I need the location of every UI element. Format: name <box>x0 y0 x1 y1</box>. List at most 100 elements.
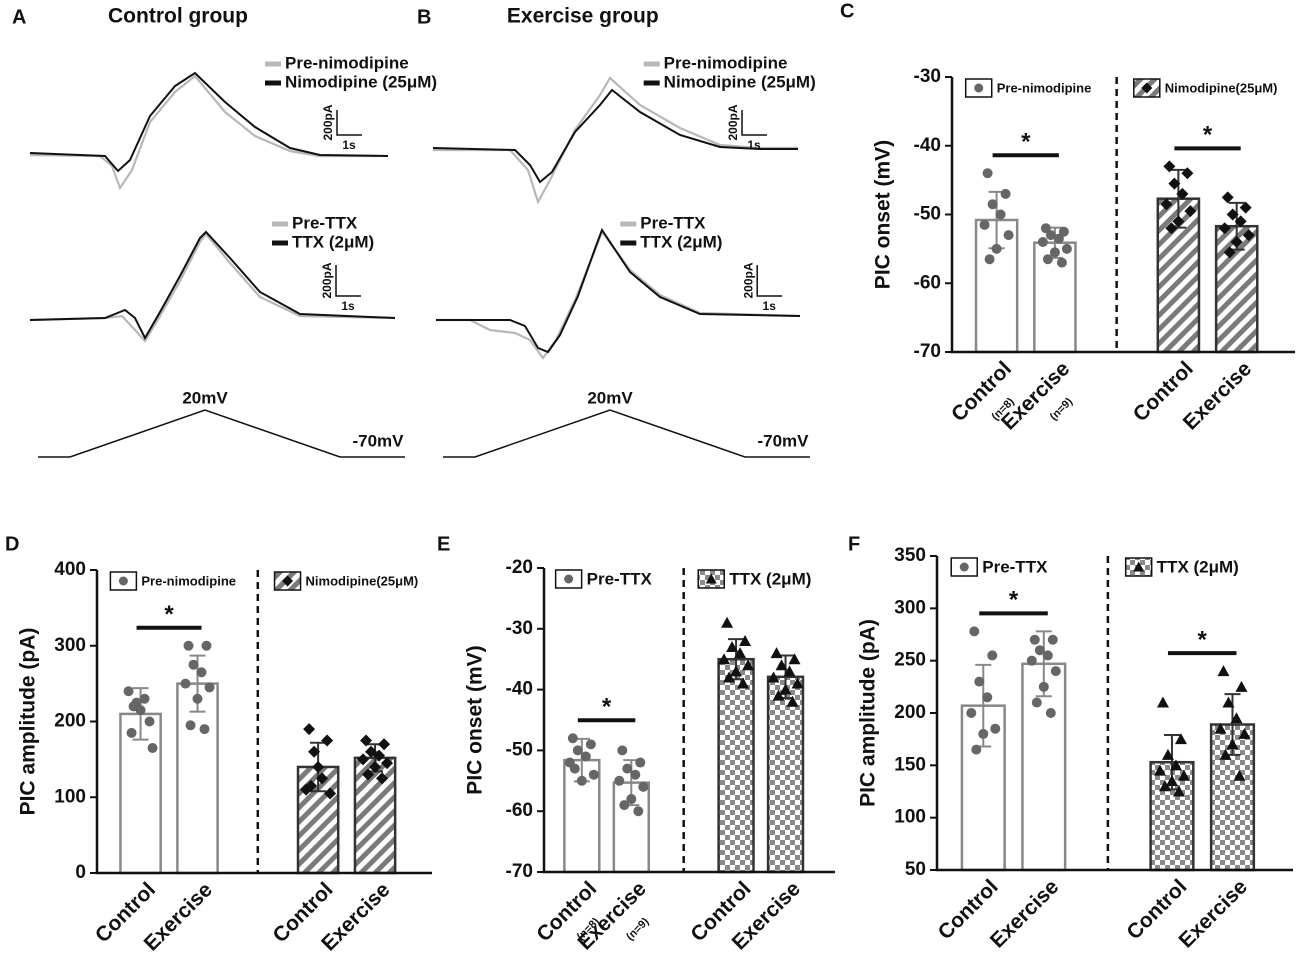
data-point <box>381 757 394 770</box>
data-point <box>1049 247 1060 258</box>
x-sublabel: (n=9) <box>1048 395 1076 423</box>
data-point <box>1160 198 1173 211</box>
data-point <box>978 728 989 739</box>
data-point <box>791 677 804 689</box>
data-point <box>360 734 373 747</box>
data-point <box>987 199 998 210</box>
data-point <box>1045 708 1056 718</box>
data-point <box>633 806 644 817</box>
data-point <box>971 744 982 755</box>
y-tick-label: 200 <box>54 711 86 732</box>
legend-label: TTX (2μM) <box>640 232 722 251</box>
panel-label: B <box>417 6 431 28</box>
y-tick-label: -70 <box>506 861 533 882</box>
y-tick-label: -60 <box>914 272 941 293</box>
x-sublabel: (n=9) <box>624 915 652 943</box>
scale-bar <box>335 265 361 297</box>
data-point <box>123 686 134 697</box>
data-point <box>144 716 155 727</box>
y-tick-label: 300 <box>894 597 926 618</box>
data-point <box>721 616 734 628</box>
bar <box>1021 662 1067 872</box>
data-point <box>1165 775 1178 787</box>
y-tick-label: 0 <box>75 862 86 883</box>
legend-label: TTX (2μM) <box>1157 557 1239 576</box>
data-point <box>1158 780 1171 792</box>
data-point <box>1242 229 1255 242</box>
legend-marker <box>282 575 294 587</box>
data-point <box>984 254 995 265</box>
y-axis-label: PIC onset (mV) <box>464 645 487 794</box>
data-point <box>1221 191 1234 204</box>
data-point <box>1181 167 1194 180</box>
data-point <box>1031 697 1042 708</box>
legend-marker <box>564 574 574 584</box>
significance-label: * <box>1009 587 1019 614</box>
significance-label: * <box>1203 122 1213 149</box>
panel-label: A <box>12 6 26 28</box>
panel-label: C <box>840 0 854 22</box>
data-point <box>767 671 780 683</box>
ramp-label: -70mV <box>757 431 809 450</box>
data-point <box>588 769 599 780</box>
scale-bar <box>741 110 767 136</box>
data-point <box>1034 645 1045 656</box>
y-tick-label: 200 <box>894 702 926 723</box>
data-point <box>1217 665 1230 677</box>
scale-bar <box>756 265 783 297</box>
scale-label: 1s <box>747 138 761 152</box>
data-point <box>966 708 977 718</box>
data-point <box>1026 655 1037 666</box>
data-point <box>1172 215 1185 228</box>
data-point <box>619 800 630 811</box>
y-axis-label: PIC onset (mV) <box>872 140 895 289</box>
y-tick-label: -20 <box>506 557 533 578</box>
scale-bar <box>336 110 362 136</box>
legend-label: Pre-nimodipine <box>285 53 409 72</box>
data-point <box>1050 666 1061 677</box>
data-point <box>969 626 980 637</box>
bar-chart: C PIC onset (mV) -70 -60 -50 -40 -30 Pre-nimodi… <box>840 0 1295 435</box>
y-tick-label: -30 <box>914 66 941 87</box>
data-point <box>1047 634 1058 645</box>
legend-label: TTX (2μM) <box>729 569 811 588</box>
panel-label: D <box>5 533 19 555</box>
data-point <box>1153 764 1166 776</box>
data-point <box>1165 222 1178 235</box>
pre-trace <box>29 74 388 191</box>
y-axis-label: PIC amplitude (pA) <box>857 619 880 807</box>
scale-label: 200pA <box>726 104 740 140</box>
y-tick-label: 100 <box>54 786 86 807</box>
legend-label: Pre-nimodipine <box>141 573 236 588</box>
bar <box>353 756 397 875</box>
data-point <box>1163 160 1176 173</box>
data-point <box>1038 681 1049 692</box>
data-point <box>1000 188 1011 199</box>
panel-label: F <box>848 533 860 555</box>
y-tick-label: -60 <box>506 800 533 821</box>
data-point <box>321 734 334 747</box>
legend-label: Pre-TTX <box>640 213 706 232</box>
y-tick-label: -40 <box>914 135 941 156</box>
data-point <box>569 763 580 774</box>
data-point <box>1168 177 1181 190</box>
drug-trace <box>29 230 396 341</box>
data-point <box>991 243 1002 254</box>
legend-label: Nimodipine(25μM) <box>1165 80 1278 95</box>
data-point <box>1042 254 1053 265</box>
data-point <box>312 760 325 773</box>
data-point <box>730 665 743 677</box>
data-point <box>1219 748 1232 760</box>
data-point <box>1214 722 1227 734</box>
data-point <box>199 724 210 735</box>
significance-label: * <box>1021 129 1031 156</box>
legend-label: TTX (2μM) <box>292 232 374 251</box>
pre-trace <box>29 232 396 343</box>
axes <box>935 556 1293 872</box>
significance-label: * <box>602 694 612 721</box>
data-point <box>128 701 139 712</box>
data-point <box>723 671 736 683</box>
data-point <box>1045 230 1056 241</box>
y-axis-label: PIC amplitude (pA) <box>17 628 40 816</box>
